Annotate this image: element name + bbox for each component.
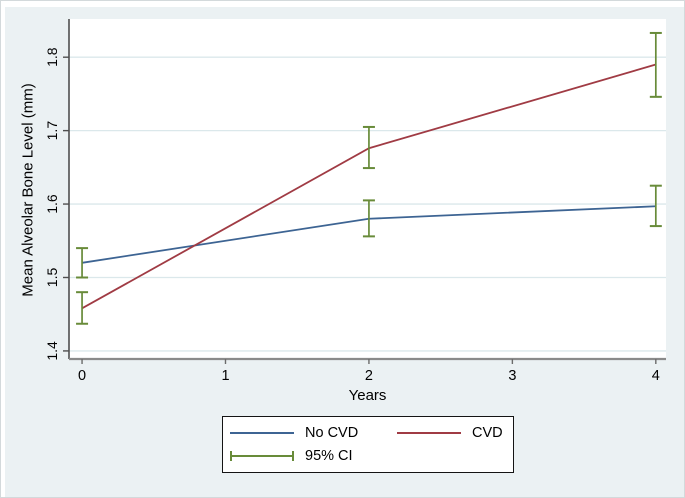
plot-area (69, 19, 666, 359)
x-tick-label: 3 (508, 368, 516, 384)
x-tick-label: 2 (365, 368, 373, 384)
no-cvd-line-icon (230, 431, 294, 434)
y-tick-label: 1.6 (44, 194, 60, 214)
error-bar-icon-bar (232, 455, 292, 458)
legend: No CVD CVD 95% CI (222, 416, 514, 473)
y-axis-title: Mean Alveolar Bone Level (mm) (19, 83, 37, 297)
figure-edge-left (1, 1, 5, 497)
x-axis-title: Years (348, 387, 387, 404)
cvd-line-icon (397, 431, 461, 434)
legend-label-ci: 95% CI (305, 448, 353, 464)
x-tick-label: 0 (78, 368, 86, 384)
y-tick-label: 1.7 (44, 121, 60, 141)
legend-row-series: No CVD CVD (230, 424, 513, 441)
y-tick-label: 1.5 (44, 268, 60, 288)
legend-item-no-cvd: No CVD (230, 424, 397, 441)
y-tick-label: 1.4 (44, 341, 60, 361)
legend-item-cvd: CVD (397, 424, 503, 441)
error-bar-icon (230, 451, 294, 462)
x-tick-label: 1 (221, 368, 229, 384)
y-tick-label: 1.8 (44, 47, 60, 67)
x-tick-label: 4 (652, 368, 660, 384)
legend-label-no-cvd: No CVD (305, 424, 359, 441)
legend-label-cvd: CVD (472, 424, 503, 441)
figure-edge-top (1, 1, 684, 7)
legend-row-ci: 95% CI (230, 449, 513, 464)
legend-item-ci: 95% CI (230, 449, 397, 464)
